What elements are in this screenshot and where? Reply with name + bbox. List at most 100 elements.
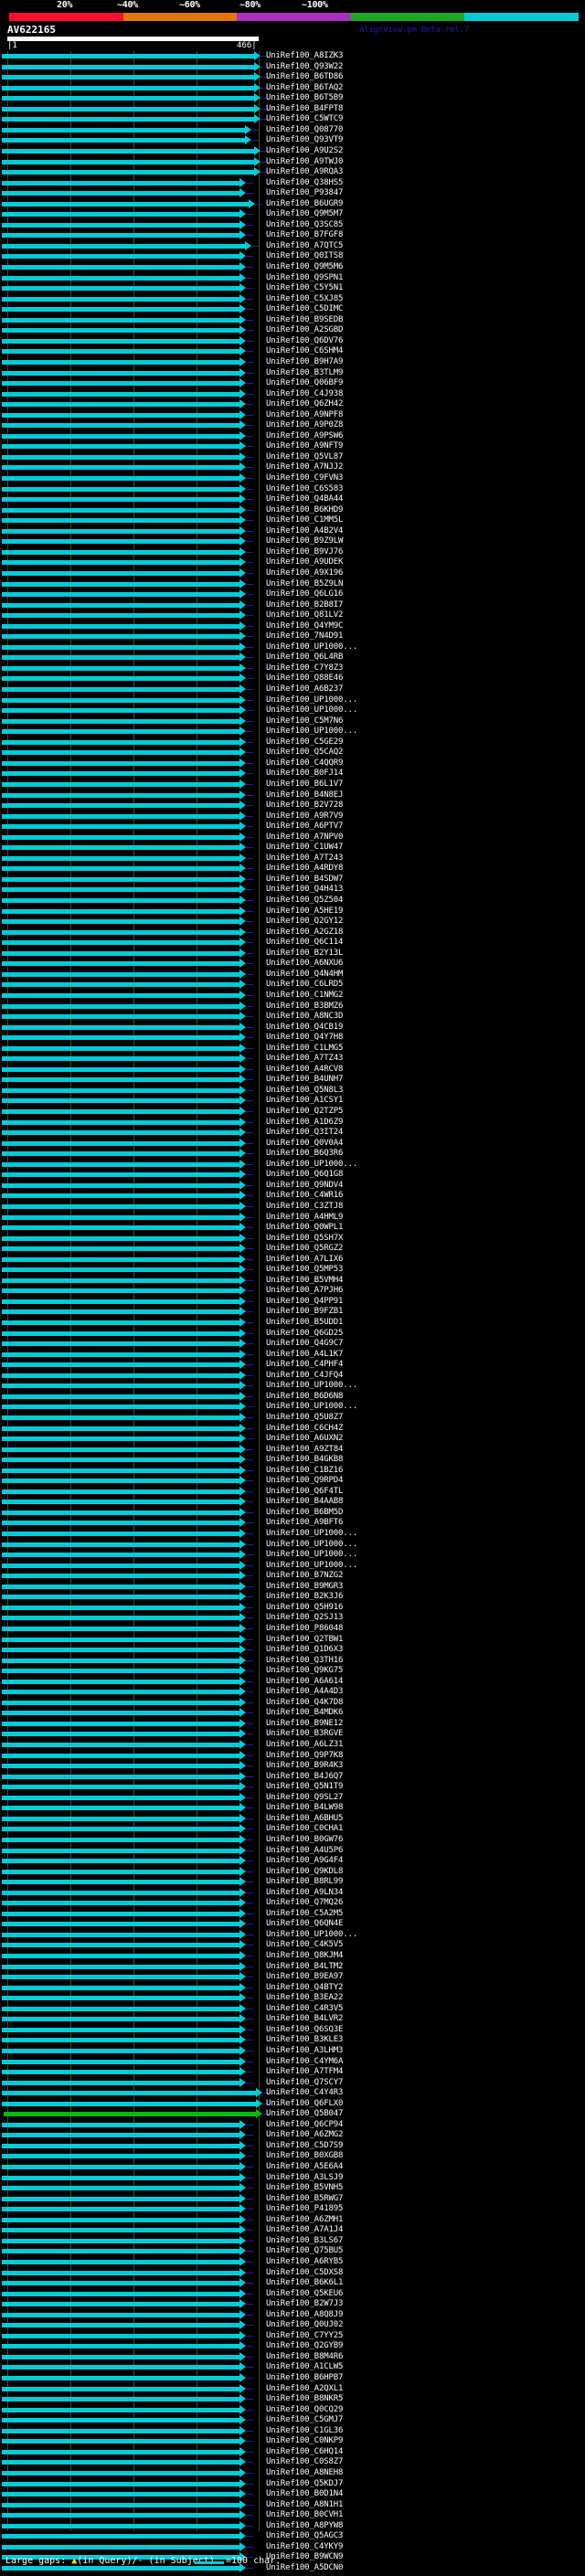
alignment-row[interactable]: UniRef100_A6RYB5 (0, 2256, 585, 2267)
alignment-row[interactable]: UniRef100_Q5SH7X (0, 1233, 585, 1244)
alignment-row[interactable]: UniRef100_Q2TBW1 (0, 1634, 585, 1645)
subject-label[interactable]: UniRef100_Q4N4HM (266, 969, 344, 979)
alignment-row[interactable]: UniRef100_Q0ITS8 (0, 251, 585, 261)
hsp-bar[interactable] (2, 1330, 239, 1336)
hsp-bar[interactable] (2, 1193, 239, 1199)
hsp-bar[interactable] (2, 1532, 239, 1536)
hsp-bar[interactable] (2, 2365, 239, 2370)
subject-label[interactable]: UniRef100_Q38HS5 (266, 177, 344, 187)
alignment-row[interactable]: UniRef100_B9NE12 (0, 1718, 585, 1729)
subject-label[interactable]: UniRef100_B6D6N8 (266, 1391, 344, 1401)
hsp-bar[interactable] (2, 687, 239, 692)
subject-label[interactable]: UniRef100_A9PSW6 (266, 430, 344, 440)
hsp-bar[interactable] (2, 2238, 239, 2243)
hsp-bar[interactable] (2, 2186, 239, 2191)
subject-label[interactable]: UniRef100_B7NZG2 (266, 1571, 344, 1581)
subject-label[interactable]: UniRef100_B6T5B9 (266, 93, 344, 103)
hsp-bar[interactable] (2, 1648, 239, 1653)
alignment-row[interactable]: UniRef100_Q9M5M6 (0, 262, 585, 272)
hsp-bar[interactable] (2, 560, 239, 566)
subject-label[interactable]: UniRef100_UP1000... (266, 705, 358, 716)
subject-label[interactable]: UniRef100_B4J6Q7 (266, 1771, 344, 1781)
hsp-bar[interactable] (2, 2354, 239, 2359)
hsp-bar[interactable] (2, 708, 239, 714)
alignment-row[interactable]: UniRef100_Q9KG75 (0, 1666, 585, 1676)
hsp-bar[interactable] (2, 2565, 239, 2571)
subject-label[interactable]: UniRef100_Q3TH16 (266, 1655, 344, 1665)
alignment-row[interactable]: UniRef100_B4LTM2 (0, 1961, 585, 1972)
subject-label[interactable]: UniRef100_Q5MP53 (266, 1265, 344, 1275)
subject-label[interactable]: UniRef100_A6PTV7 (266, 822, 344, 832)
hsp-bar[interactable] (2, 2397, 239, 2402)
subject-label[interactable]: UniRef100_B4MDK6 (266, 1708, 344, 1718)
alignment-row[interactable]: UniRef100_P93847 (0, 188, 585, 198)
subject-label[interactable]: UniRef100_UP1000... (266, 641, 358, 652)
hsp-bar[interactable] (2, 2228, 239, 2233)
hsp-bar[interactable] (2, 148, 254, 154)
hsp-bar[interactable] (2, 1214, 239, 1220)
subject-label[interactable]: UniRef100_Q0V0A4 (266, 1138, 344, 1148)
subject-label[interactable]: UniRef100_C9FVN3 (266, 473, 344, 482)
subject-label[interactable]: UniRef100_C4R3V5 (266, 2003, 344, 2013)
alignment-row[interactable]: UniRef100_B6Q3R6 (0, 1149, 585, 1159)
alignment-row[interactable]: UniRef100_Q5AGC3 (0, 2531, 585, 2541)
hsp-bar[interactable] (2, 423, 239, 429)
subject-label[interactable]: UniRef100_A6ZMH1 (266, 2214, 344, 2224)
hsp-bar[interactable] (2, 2544, 239, 2549)
subject-label[interactable]: UniRef100_A8N1H1 (266, 2499, 344, 2509)
alignment-row[interactable]: UniRef100_Q6LG16 (0, 589, 585, 599)
subject-label[interactable]: UniRef100_Q6DV76 (266, 335, 344, 345)
hsp-bar[interactable] (2, 1087, 239, 1093)
alignment-row[interactable]: UniRef100_C6SHM4 (0, 346, 585, 356)
hsp-bar[interactable] (2, 1975, 239, 1980)
alignment-row[interactable]: UniRef100_A9NFT9 (0, 441, 585, 451)
subject-label[interactable]: UniRef100_C0CHA1 (266, 1824, 344, 1834)
subject-label[interactable]: UniRef100_Q9M5M7 (266, 209, 344, 219)
subject-label[interactable]: UniRef100_B6Q3R6 (266, 1149, 344, 1159)
hsp-bar[interactable] (2, 2281, 239, 2286)
hsp-bar[interactable] (2, 2196, 239, 2201)
subject-label[interactable]: UniRef100_B0D1N4 (266, 2489, 344, 2499)
alignment-row[interactable]: UniRef100_A4RDY8 (0, 864, 585, 874)
alignment-row[interactable]: UniRef100_B9FZB1 (0, 1307, 585, 1317)
alignment-row[interactable]: UniRef100_C4PHF4 (0, 1360, 585, 1370)
alignment-row[interactable]: UniRef100_Q8KJM4 (0, 1951, 585, 1961)
hsp-bar[interactable] (4, 2112, 256, 2117)
alignment-row[interactable]: UniRef100_C5GMJ7 (0, 2415, 585, 2425)
alignment-row[interactable]: UniRef100_A2SGBD (0, 325, 585, 335)
alignment-row[interactable]: UniRef100_A5E6A4 (0, 2162, 585, 2172)
hsp-bar[interactable] (2, 1837, 239, 1842)
subject-label[interactable]: UniRef100_Q9M5M6 (266, 262, 344, 271)
alignment-row[interactable]: UniRef100_B9EA97 (0, 1972, 585, 1982)
hsp-bar[interactable] (2, 1151, 239, 1157)
subject-label[interactable]: UniRef100_B5VNH5 (266, 2183, 344, 2193)
subject-label[interactable]: UniRef100_B9EA97 (266, 1972, 344, 1982)
subject-label[interactable]: UniRef100_Q6ZH42 (266, 399, 344, 409)
hsp-bar[interactable] (2, 824, 239, 830)
alignment-row[interactable]: UniRef100_A4B2V4 (0, 525, 585, 536)
hsp-bar[interactable] (2, 307, 239, 313)
hsp-bar[interactable] (2, 760, 239, 766)
alignment-row[interactable]: UniRef100_Q0CQ29 (0, 2404, 585, 2415)
hsp-bar[interactable] (2, 1119, 239, 1125)
alignment-row[interactable]: UniRef100_A6UXN2 (0, 1434, 585, 1444)
subject-label[interactable]: UniRef100_A1D6Z9 (266, 1117, 344, 1127)
hsp-bar[interactable] (2, 813, 239, 819)
hsp-bar[interactable] (2, 1753, 239, 1758)
alignment-row[interactable]: UniRef100_Q2GY12 (0, 917, 585, 927)
subject-label[interactable]: UniRef100_Q0CQ29 (266, 2404, 344, 2414)
subject-label[interactable]: UniRef100_B9WCN9 (266, 2552, 344, 2562)
alignment-row[interactable]: UniRef100_B6T5B9 (0, 93, 585, 103)
subject-label[interactable]: UniRef100_C0NKP9 (266, 2436, 344, 2446)
alignment-row[interactable]: UniRef100_A6A614 (0, 1676, 585, 1687)
hsp-bar[interactable] (2, 64, 254, 69)
hsp-bar[interactable] (2, 1563, 239, 1568)
subject-label[interactable]: UniRef100_A7LIX6 (266, 1254, 344, 1264)
subject-label[interactable]: UniRef100_B9MGR3 (266, 1581, 344, 1591)
hsp-bar[interactable] (2, 2291, 239, 2296)
alignment-row[interactable]: UniRef100_Q6GD25 (0, 1328, 585, 1339)
alignment-row[interactable]: UniRef100_B0D1N4 (0, 2489, 585, 2499)
hsp-bar[interactable] (2, 2027, 239, 2032)
alignment-row[interactable]: UniRef100_UP1000... (0, 726, 585, 737)
alignment-row[interactable]: UniRef100_B4UNH7 (0, 1075, 585, 1085)
